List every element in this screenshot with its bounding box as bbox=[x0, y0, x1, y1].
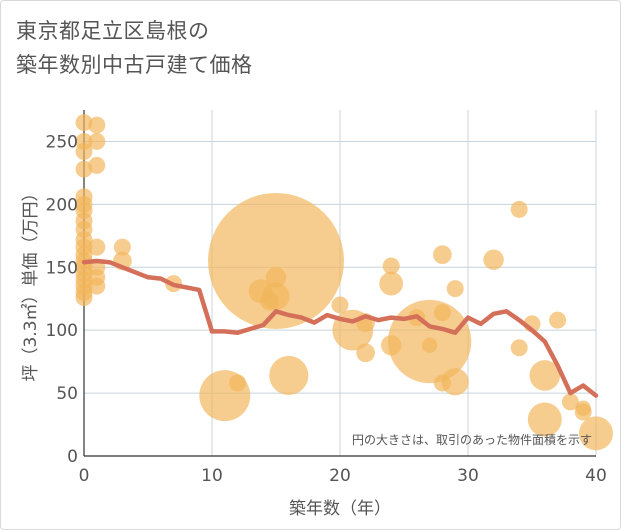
data-bubble bbox=[75, 288, 93, 306]
y-tick-label: 150 bbox=[46, 258, 78, 278]
data-bubble bbox=[433, 245, 452, 265]
x-tick-label: 0 bbox=[79, 466, 90, 486]
data-bubble bbox=[379, 271, 404, 296]
y-tick-label: 250 bbox=[46, 132, 78, 152]
data-bubble bbox=[561, 393, 579, 411]
data-bubble bbox=[421, 337, 438, 353]
data-bubble bbox=[510, 339, 528, 357]
data-bubble bbox=[575, 400, 591, 416]
x-axis-title: 築年数（年） bbox=[289, 499, 391, 519]
x-tick-label: 40 bbox=[585, 466, 607, 486]
data-bubble bbox=[331, 296, 349, 314]
x-tick-label: 20 bbox=[329, 466, 351, 486]
y-tick-label: 100 bbox=[46, 321, 78, 341]
size-note: 円の大きさは、取引のあった物件面積を示す bbox=[352, 432, 592, 447]
data-bubble bbox=[88, 132, 106, 150]
chart-title: 東京都足立区島根の 築年数別中古戸建て価格 bbox=[16, 14, 253, 82]
data-bubble bbox=[75, 143, 93, 161]
data-bubble bbox=[446, 280, 464, 298]
data-bubble bbox=[579, 416, 613, 451]
data-bubble bbox=[208, 192, 344, 329]
data-bubble bbox=[113, 238, 131, 256]
data-bubble bbox=[356, 343, 375, 363]
data-bubble bbox=[483, 249, 504, 270]
data-bubble bbox=[433, 374, 451, 392]
y-tick-label: 200 bbox=[46, 195, 78, 215]
data-bubble bbox=[433, 304, 451, 322]
data-bubble bbox=[260, 291, 279, 311]
y-tick-label: 50 bbox=[56, 384, 78, 404]
data-bubble bbox=[229, 374, 247, 392]
chart-title-line-1: 東京都足立区島根の bbox=[16, 19, 210, 43]
data-bubble bbox=[75, 160, 93, 178]
data-bubble bbox=[510, 200, 528, 218]
data-bubble bbox=[88, 116, 106, 134]
x-tick-label: 10 bbox=[201, 466, 223, 486]
y-tick-label: 0 bbox=[67, 447, 78, 467]
label-layer: 0 50 100 150 200 250 0 10 20 30 40 築年数（年） 坪（3.3㎡）単価（… bbox=[21, 132, 607, 519]
data-bubble bbox=[381, 335, 402, 356]
y-axis-title: 坪（3.3㎡）単価（万円） bbox=[21, 184, 41, 381]
bubble-layer bbox=[75, 114, 613, 451]
data-bubble bbox=[527, 402, 562, 437]
data-bubble bbox=[529, 360, 561, 391]
chart-title-line-2: 築年数別中古戸建て価格 bbox=[16, 53, 253, 77]
x-tick-label: 30 bbox=[457, 466, 479, 486]
line-layer bbox=[81, 258, 599, 398]
data-bubble bbox=[75, 114, 93, 132]
average-price-line bbox=[81, 258, 599, 398]
data-bubble bbox=[88, 277, 106, 295]
data-bubble bbox=[88, 156, 106, 174]
data-bubble bbox=[88, 238, 106, 256]
data-bubble bbox=[382, 257, 400, 275]
data-bubble bbox=[269, 355, 309, 396]
data-bubble bbox=[549, 311, 567, 329]
data-bubble bbox=[265, 267, 287, 288]
